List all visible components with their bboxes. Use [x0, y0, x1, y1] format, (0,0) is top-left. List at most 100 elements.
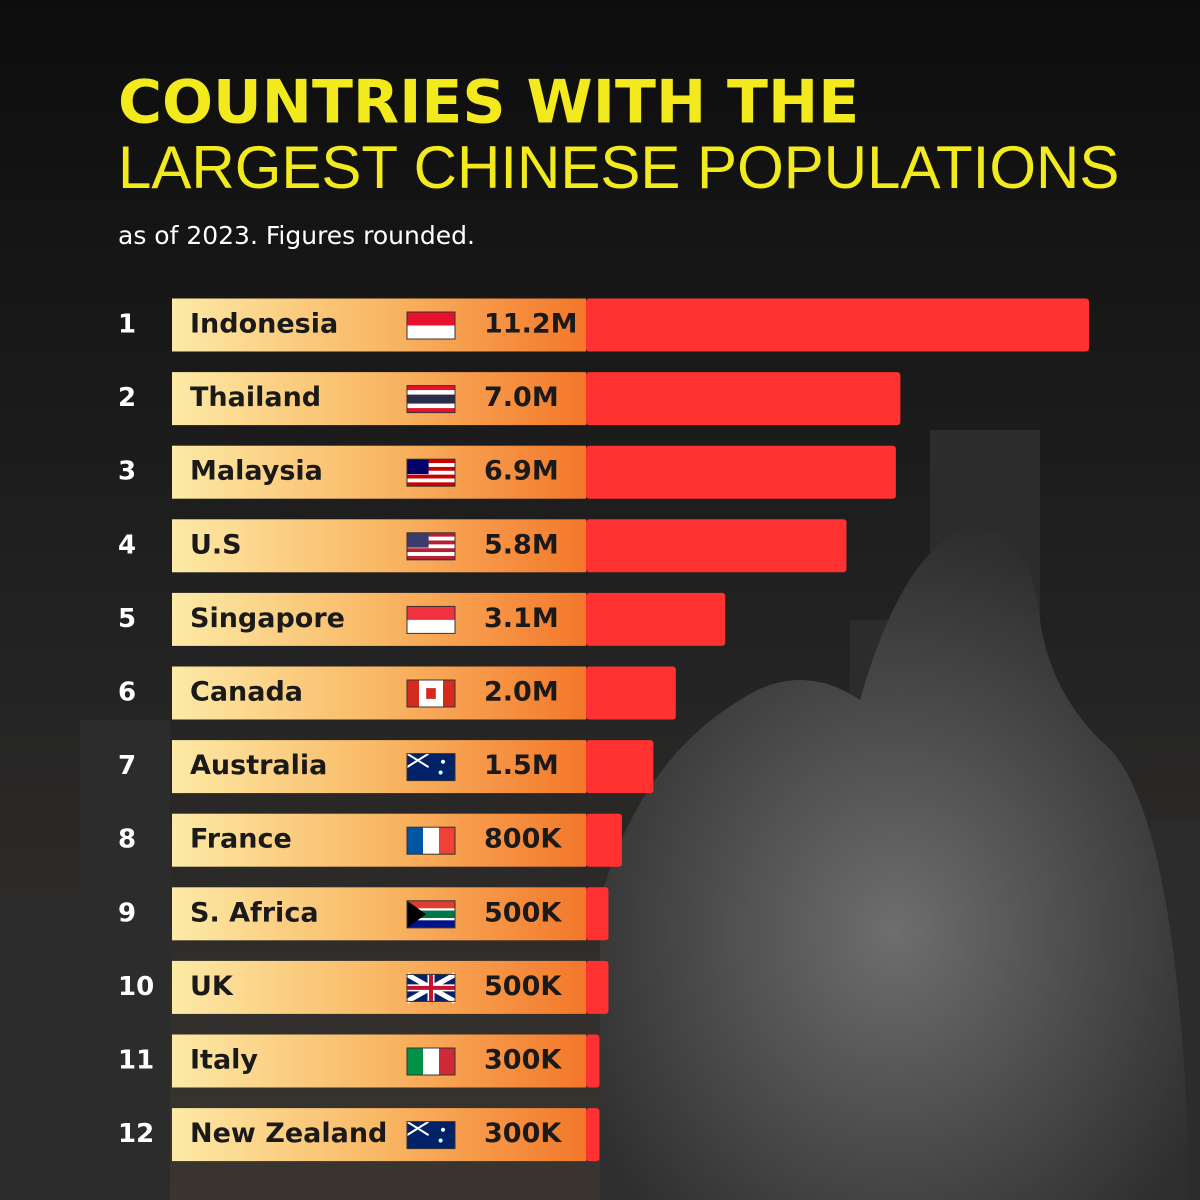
- value-label: 500K: [484, 971, 562, 1002]
- bar-label-area: [172, 887, 586, 941]
- value-label: 800K: [484, 824, 562, 855]
- family-photo: [600, 529, 1190, 1200]
- rank: 11: [118, 1046, 154, 1076]
- flag-stripe: [407, 325, 455, 340]
- flag-border: [406, 1047, 456, 1076]
- flag-stripe: [407, 920, 455, 929]
- rank: 4: [118, 530, 136, 560]
- flag-canton: [407, 459, 429, 475]
- country-label: France: [190, 824, 292, 855]
- flag-stripe: [407, 312, 455, 326]
- flag-stripe: [407, 466, 455, 472]
- bar: [586, 666, 676, 720]
- value-label: 6.9M: [484, 456, 559, 487]
- flag-border: [406, 385, 456, 414]
- value-label: 300K: [484, 1045, 562, 1076]
- bar-label-area: [172, 372, 586, 426]
- flag-stripe: [407, 408, 455, 413]
- bar: [586, 887, 609, 941]
- flag-stripe: [407, 908, 455, 911]
- flag-stripe: [407, 459, 455, 464]
- bar: [586, 813, 622, 867]
- flag-stripe: [407, 544, 455, 549]
- country-label: UK: [190, 971, 234, 1002]
- rank: 6: [118, 678, 136, 708]
- flag-stripe: [423, 827, 440, 855]
- country-label: S. Africa: [190, 897, 319, 928]
- flag: [406, 1120, 456, 1150]
- flag-border: [406, 679, 456, 708]
- bar-label-area: [172, 960, 586, 1014]
- value-label: 1.5M: [484, 750, 559, 781]
- flag: [405, 972, 457, 1004]
- flag-stripe: [407, 827, 424, 855]
- flag-stripe: [407, 540, 455, 545]
- flag-stripe: [407, 555, 455, 561]
- flag-stripe: [407, 619, 455, 634]
- country-label: Indonesia: [190, 309, 338, 340]
- bar-label-area: [172, 592, 586, 646]
- bar: [586, 298, 1089, 352]
- flag-stripe: [407, 474, 455, 479]
- flag-cross: [407, 974, 455, 1002]
- title: COUNTRIES WITH THE: [118, 68, 859, 138]
- country-label: Italy: [190, 1045, 258, 1076]
- bar: [586, 445, 896, 499]
- value-label: 500K: [484, 897, 562, 928]
- flag-star: [441, 1127, 445, 1132]
- flag-stripe: [407, 1048, 424, 1075]
- flag-stripe: [407, 552, 455, 557]
- flag-stripe: [407, 606, 455, 621]
- flag: [406, 826, 456, 855]
- country-label: U.S: [190, 529, 242, 560]
- bar: [586, 519, 847, 573]
- flag-border: [406, 1121, 456, 1150]
- bar: [586, 1034, 600, 1088]
- bar: [586, 740, 654, 794]
- bar-label-area: [172, 519, 586, 573]
- flag-triangle: [407, 900, 427, 928]
- rank: 1: [118, 310, 136, 340]
- flag-union: [406, 1120, 430, 1136]
- flag-border: [406, 900, 456, 929]
- subtitle: LARGEST CHINESE POPULATIONS: [118, 134, 1119, 201]
- rank: 7: [118, 751, 136, 781]
- rank: 5: [118, 604, 136, 634]
- note: as of 2023. Figures rounded.: [118, 221, 475, 250]
- flag-stripe: [439, 827, 456, 855]
- bar-label-area: [172, 813, 586, 867]
- flag-border: [406, 458, 456, 487]
- flag-border: [406, 605, 456, 634]
- value-label: 3.1M: [484, 603, 559, 634]
- flag: [406, 311, 456, 340]
- rank: 10: [118, 972, 154, 1002]
- flag-stripe: [407, 680, 420, 707]
- flag-union: [406, 752, 430, 768]
- flag: [406, 532, 456, 561]
- bar-label-area: [172, 666, 586, 720]
- flag-stripe: [407, 532, 455, 537]
- country-label: Singapore: [190, 603, 345, 634]
- value-label: 2.0M: [484, 677, 559, 708]
- flag: [406, 679, 456, 708]
- flag-star: [438, 1138, 443, 1143]
- rank: 9: [118, 898, 136, 928]
- bar: [586, 372, 901, 426]
- flag-border: [406, 753, 456, 782]
- country-label: Thailand: [190, 382, 321, 413]
- bar-label-area: [172, 1034, 586, 1088]
- country-label: New Zealand: [190, 1118, 387, 1149]
- bars: 1 Indonesia 11.2M 2 Thailand 7.0M 3 Malaysia 6.9…: [118, 298, 1089, 1162]
- flag-border: [406, 311, 456, 340]
- flag-stripe: [407, 478, 455, 483]
- country-label: Canada: [190, 677, 303, 708]
- bar-label-area: [172, 740, 586, 794]
- flag: [406, 385, 456, 414]
- flag-stripe: [423, 1048, 440, 1075]
- flag-stripe: [407, 394, 455, 404]
- flag-star: [438, 770, 443, 775]
- bar: [586, 960, 609, 1014]
- flag-stripe: [407, 536, 455, 541]
